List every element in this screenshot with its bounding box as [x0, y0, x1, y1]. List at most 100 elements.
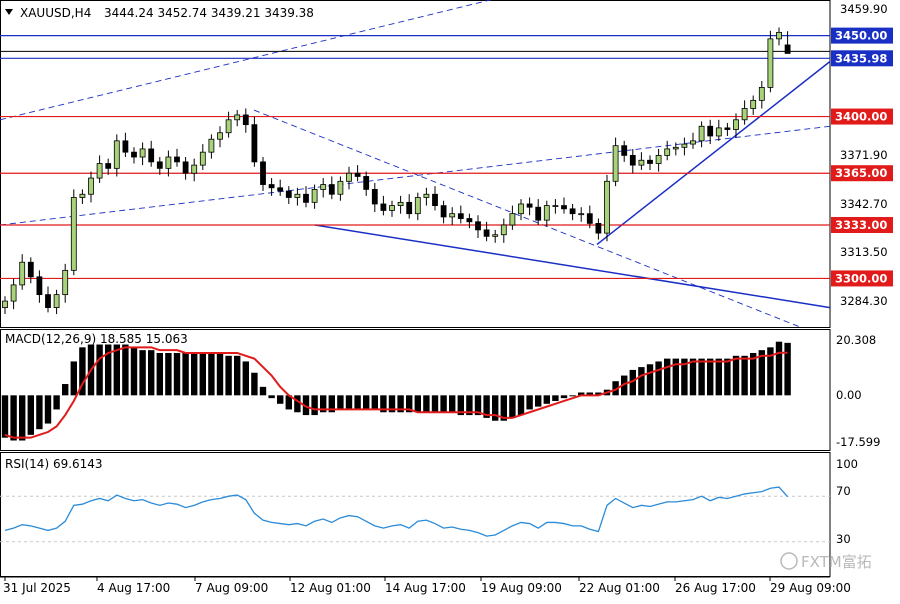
bearish-candle [440, 205, 447, 218]
macd-histogram-bar [345, 395, 353, 410]
bullish-candle [672, 146, 679, 150]
bearish-candle [535, 206, 542, 221]
bullish-candle [715, 127, 722, 137]
macd-histogram-bar [629, 369, 636, 396]
time-label: 29 Aug 09:00 [770, 581, 851, 595]
bearish-candle [363, 176, 370, 190]
macd-histogram-bar [199, 352, 206, 396]
bullish-candle [492, 234, 499, 237]
macd-histogram-bar [79, 347, 86, 396]
level-price-box[interactable] [831, 270, 893, 287]
bearish-candle [380, 203, 387, 211]
bullish-candle [750, 99, 757, 109]
macd-histogram-bar [354, 395, 361, 410]
time-label: 22 Aug 01:00 [579, 581, 660, 595]
bearish-candle [122, 140, 129, 153]
macd-histogram-bar [414, 395, 421, 413]
time-label: 26 Aug 17:00 [675, 581, 756, 595]
bearish-candle [268, 184, 275, 189]
macd-histogram-bar [578, 392, 585, 396]
bullish-candle [638, 159, 645, 166]
bullish-candle [88, 177, 94, 195]
macd-histogram-bar [208, 352, 215, 396]
time-label: 14 Aug 17:00 [385, 581, 466, 595]
trendlines[interactable] [0, 0, 831, 328]
bullish-candle [500, 224, 507, 236]
macd-histogram-bar [182, 352, 189, 396]
bearish-candle [277, 187, 284, 192]
falling-dashed-line[interactable] [253, 109, 801, 328]
macd-histogram-bar [371, 395, 378, 410]
panel-frame [0, 452, 831, 577]
macd-histogram-bar [586, 392, 593, 396]
bullish-candle [690, 140, 696, 145]
macd-histogram-bar [517, 395, 525, 416]
macd-histogram-bar [595, 392, 602, 396]
ohlc-label: 3444.24 3452.74 3439.21 3439.38 [104, 6, 314, 20]
bullish-candle [767, 38, 774, 88]
time-label: 19 Aug 09:00 [481, 581, 562, 595]
channel-upper-line[interactable] [0, 0, 530, 121]
support-trendline[interactable] [314, 224, 831, 309]
bullish-candle [552, 205, 559, 207]
rising-trendline[interactable] [596, 60, 831, 246]
triangle-down-icon[interactable] [5, 9, 13, 15]
price-tick: 3371.90 [840, 148, 888, 162]
watermark-logo-icon [780, 552, 798, 570]
macd-histogram-bar [483, 395, 490, 418]
bearish-candle [174, 156, 180, 163]
bullish-candle [612, 145, 619, 182]
macd-histogram-bar [27, 395, 34, 435]
bullish-candle [217, 132, 223, 140]
macd-histogram-bar [320, 395, 327, 413]
macd-histogram-bar [526, 395, 533, 410]
level-price-box[interactable] [831, 165, 893, 182]
macd-histogram-bar [664, 358, 671, 396]
macd-histogram-bar [10, 395, 17, 441]
bullish-candle [165, 156, 172, 169]
macd-histogram-bar [767, 347, 774, 396]
bearish-candle [466, 218, 473, 223]
horizontal-levels[interactable]: 3450.00 3435.98 3400.00 3365.00 3333.00 3300.… [0, 27, 893, 287]
bullish-candle [604, 180, 610, 234]
panel-frames [0, 0, 831, 578]
macd-histogram-bar [388, 395, 396, 413]
bearish-candle [707, 125, 714, 137]
bullish-candle [2, 300, 8, 308]
price-tick: 3313.50 [840, 245, 888, 259]
macd-histogram-bar [612, 381, 619, 396]
bullish-candle [191, 164, 198, 174]
macd-histogram-bar [646, 364, 654, 396]
macd-histogram-bar [148, 350, 155, 396]
macd-histogram-bar [509, 395, 516, 418]
level-price-box[interactable] [831, 217, 893, 234]
macd-histogram-bar [621, 375, 628, 396]
macd-histogram-bar [191, 352, 198, 396]
bullish-candle [79, 193, 86, 198]
price-tick: 3459.90 [840, 2, 888, 16]
rsi-title: RSI(14) 69.6143 [5, 457, 103, 471]
level-price-box[interactable] [831, 27, 893, 44]
macd-histogram-bar [165, 352, 172, 396]
bullish-candle [664, 148, 671, 156]
bearish-candle [105, 163, 112, 169]
level-price-box[interactable] [831, 108, 893, 125]
level-price-box[interactable] [831, 50, 893, 67]
macd-tick: 0.00 [836, 388, 862, 402]
macd-histogram-bar [440, 395, 447, 413]
bullish-candle [655, 155, 662, 164]
macd-histogram-bar [750, 352, 757, 396]
macd-histogram-bar [543, 395, 550, 404]
bearish-candle [526, 203, 533, 208]
bullish-candle [199, 151, 206, 166]
price-tick: 3342.70 [840, 197, 888, 211]
bullish-candle [320, 184, 327, 190]
bearish-candle [260, 161, 266, 185]
macd-histogram-bar [681, 358, 688, 396]
macd-histogram-bar [397, 395, 404, 413]
panel-frame [0, 0, 831, 328]
macd-histogram-bar [672, 358, 679, 396]
bearish-candle [432, 193, 438, 206]
bearish-candle [406, 201, 413, 215]
